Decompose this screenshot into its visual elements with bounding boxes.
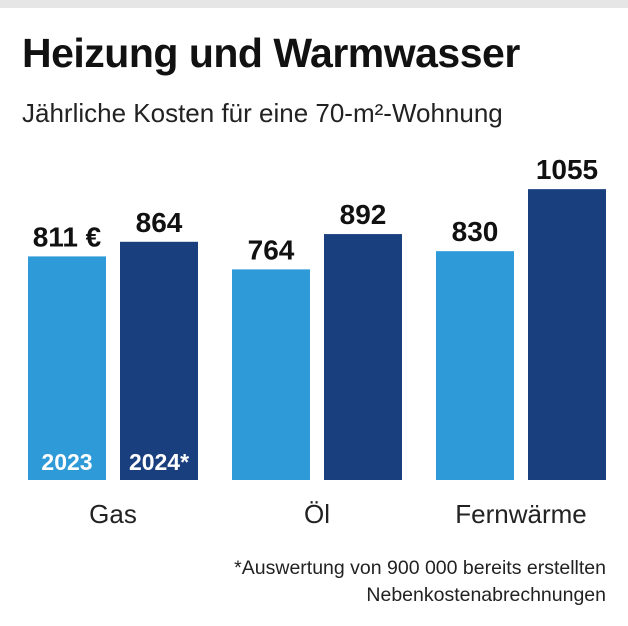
bar-gas-2024 <box>120 241 198 480</box>
data-label: 830 <box>452 216 499 247</box>
category-label: Fernwärme <box>455 499 586 529</box>
footnote: *Auswertung von 900 000 bereits erstellt… <box>234 555 606 609</box>
bar-fernwärme-2024 <box>528 189 606 480</box>
chart-subtitle: Jährliche Kosten für eine 70-m²-Wohnung <box>22 98 503 128</box>
bar-fernwärme-2023 <box>436 251 514 480</box>
category-label: Gas <box>89 499 137 529</box>
data-label: 764 <box>248 234 295 265</box>
bar-gas-2023 <box>28 256 106 480</box>
legend-label-2023: 2023 <box>41 449 92 475</box>
footnote-line-1: *Auswertung von 900 000 bereits erstellt… <box>234 557 606 579</box>
data-label: 811 € <box>33 221 102 252</box>
bar-öl-2023 <box>232 269 310 480</box>
bar-öl-2024 <box>324 234 402 480</box>
data-label: 892 <box>340 199 387 230</box>
data-label: 1055 <box>536 154 598 185</box>
footnote-line-2: Nebenkostenabrechnungen <box>366 584 606 606</box>
category-label: Öl <box>304 499 330 529</box>
chart-title: Heizung und Warmwasser <box>22 30 520 76</box>
legend-label-2024: 2024* <box>129 449 189 475</box>
top-bar <box>0 0 628 8</box>
data-label: 864 <box>136 207 183 238</box>
